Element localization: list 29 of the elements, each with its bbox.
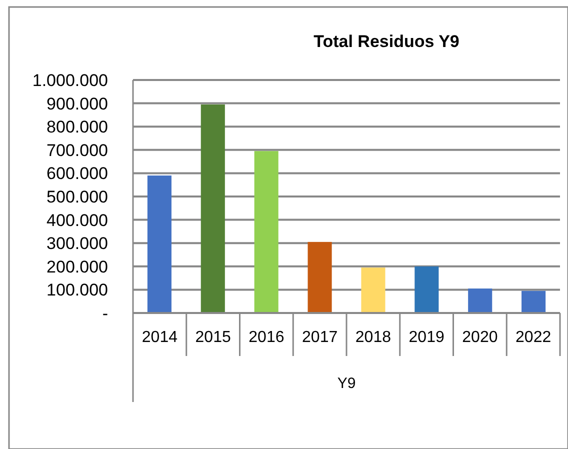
x-tick-label: 2014: [142, 329, 178, 346]
bar: [308, 242, 332, 313]
y-tick-label: 400.000: [46, 210, 108, 230]
y-tick-label: 900.000: [46, 94, 108, 114]
y-tick-label: 300.000: [46, 234, 108, 254]
x-tick-label: 2015: [195, 329, 231, 346]
chart-title: Total Residuos Y9: [314, 32, 460, 51]
bar: [147, 176, 172, 313]
bar: [200, 104, 225, 313]
bar: [522, 290, 546, 313]
y-tick-label: 200.000: [46, 257, 108, 276]
x-tick-label: 2022: [516, 329, 552, 346]
x-tick-label: 2017: [302, 329, 338, 346]
y-tick-label: 500.000: [46, 187, 108, 206]
x-tick-label: 2019: [408, 329, 444, 346]
y-tick-label: 700.000: [46, 140, 108, 160]
y-tick-label: 100.000: [46, 280, 108, 300]
y-tick-label: -: [102, 304, 108, 323]
bar: [414, 266, 439, 313]
x-tick-label: 2020: [462, 329, 498, 346]
bar: [361, 268, 386, 313]
y-tick-label: 800.000: [46, 118, 108, 137]
x-axis-title: Y9: [337, 375, 356, 392]
bar: [468, 288, 492, 313]
x-tick-label: 2018: [355, 329, 392, 346]
x-tick-label: 2016: [248, 329, 284, 346]
bar: [254, 151, 278, 313]
y-tick-label: 1.000.000: [32, 70, 108, 90]
y-tick-label: 600.000: [46, 164, 108, 184]
